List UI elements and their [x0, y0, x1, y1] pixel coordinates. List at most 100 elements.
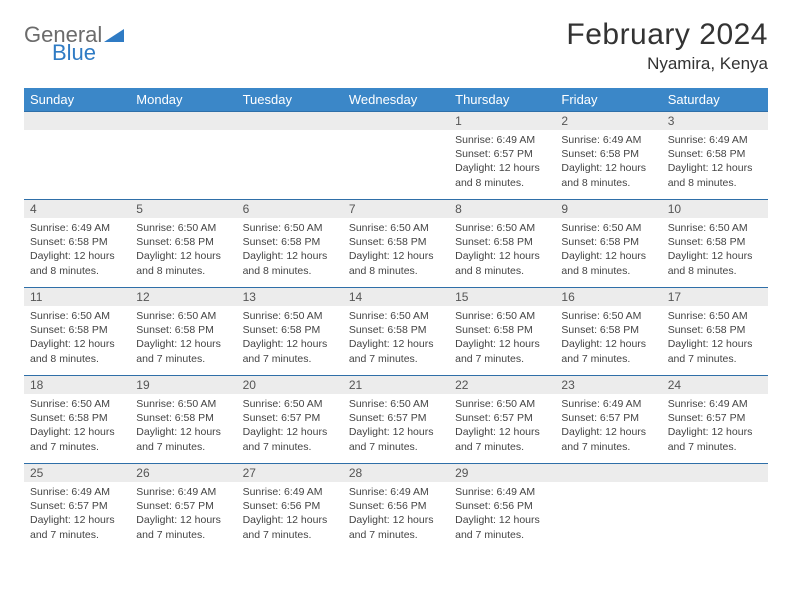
header: GeneralBlue February 2024 Nyamira, Kenya	[24, 18, 768, 74]
day-number: 10	[662, 200, 768, 218]
day-details: Sunrise: 6:49 AMSunset: 6:57 PMDaylight:…	[130, 482, 236, 546]
calendar-week-row: 25Sunrise: 6:49 AMSunset: 6:57 PMDayligh…	[24, 464, 768, 552]
calendar-table: SundayMondayTuesdayWednesdayThursdayFrid…	[24, 88, 768, 552]
day-details: Sunrise: 6:50 AMSunset: 6:58 PMDaylight:…	[24, 306, 130, 370]
day-number	[662, 464, 768, 482]
day-details: Sunrise: 6:49 AMSunset: 6:57 PMDaylight:…	[662, 394, 768, 458]
day-number: 6	[237, 200, 343, 218]
calendar-cell: 4Sunrise: 6:49 AMSunset: 6:58 PMDaylight…	[24, 200, 130, 288]
calendar-week-row: 11Sunrise: 6:50 AMSunset: 6:58 PMDayligh…	[24, 288, 768, 376]
calendar-cell: 19Sunrise: 6:50 AMSunset: 6:58 PMDayligh…	[130, 376, 236, 464]
day-details: Sunrise: 6:50 AMSunset: 6:58 PMDaylight:…	[662, 306, 768, 370]
day-details: Sunrise: 6:49 AMSunset: 6:56 PMDaylight:…	[237, 482, 343, 546]
day-details: Sunrise: 6:49 AMSunset: 6:58 PMDaylight:…	[662, 130, 768, 194]
calendar-cell: 6Sunrise: 6:50 AMSunset: 6:58 PMDaylight…	[237, 200, 343, 288]
day-number	[237, 112, 343, 130]
calendar-cell: 8Sunrise: 6:50 AMSunset: 6:58 PMDaylight…	[449, 200, 555, 288]
day-number: 5	[130, 200, 236, 218]
day-details: Sunrise: 6:50 AMSunset: 6:58 PMDaylight:…	[130, 218, 236, 282]
calendar-cell	[130, 112, 236, 200]
weekday-header: Sunday	[24, 88, 130, 112]
day-number	[130, 112, 236, 130]
weekday-header: Monday	[130, 88, 236, 112]
day-number: 14	[343, 288, 449, 306]
calendar-cell: 29Sunrise: 6:49 AMSunset: 6:56 PMDayligh…	[449, 464, 555, 552]
calendar-cell: 7Sunrise: 6:50 AMSunset: 6:58 PMDaylight…	[343, 200, 449, 288]
day-number: 11	[24, 288, 130, 306]
day-details: Sunrise: 6:50 AMSunset: 6:58 PMDaylight:…	[130, 306, 236, 370]
day-details: Sunrise: 6:50 AMSunset: 6:58 PMDaylight:…	[237, 218, 343, 282]
day-details: Sunrise: 6:50 AMSunset: 6:57 PMDaylight:…	[237, 394, 343, 458]
calendar-cell: 9Sunrise: 6:50 AMSunset: 6:58 PMDaylight…	[555, 200, 661, 288]
day-details: Sunrise: 6:50 AMSunset: 6:58 PMDaylight:…	[130, 394, 236, 458]
day-details: Sunrise: 6:50 AMSunset: 6:58 PMDaylight:…	[237, 306, 343, 370]
calendar-cell: 17Sunrise: 6:50 AMSunset: 6:58 PMDayligh…	[662, 288, 768, 376]
weekday-header: Saturday	[662, 88, 768, 112]
day-details: Sunrise: 6:50 AMSunset: 6:58 PMDaylight:…	[555, 306, 661, 370]
weekday-header: Wednesday	[343, 88, 449, 112]
calendar-cell	[237, 112, 343, 200]
logo-text-blue: Blue	[52, 42, 124, 64]
calendar-cell: 23Sunrise: 6:49 AMSunset: 6:57 PMDayligh…	[555, 376, 661, 464]
calendar-head: SundayMondayTuesdayWednesdayThursdayFrid…	[24, 88, 768, 112]
calendar-week-row: 4Sunrise: 6:49 AMSunset: 6:58 PMDaylight…	[24, 200, 768, 288]
day-details: Sunrise: 6:50 AMSunset: 6:58 PMDaylight:…	[449, 306, 555, 370]
calendar-cell: 18Sunrise: 6:50 AMSunset: 6:58 PMDayligh…	[24, 376, 130, 464]
day-number: 28	[343, 464, 449, 482]
calendar-cell: 20Sunrise: 6:50 AMSunset: 6:57 PMDayligh…	[237, 376, 343, 464]
day-number: 24	[662, 376, 768, 394]
calendar-cell: 22Sunrise: 6:50 AMSunset: 6:57 PMDayligh…	[449, 376, 555, 464]
weekday-header: Tuesday	[237, 88, 343, 112]
day-details: Sunrise: 6:49 AMSunset: 6:57 PMDaylight:…	[449, 130, 555, 194]
calendar-cell: 24Sunrise: 6:49 AMSunset: 6:57 PMDayligh…	[662, 376, 768, 464]
calendar-cell: 1Sunrise: 6:49 AMSunset: 6:57 PMDaylight…	[449, 112, 555, 200]
day-number: 12	[130, 288, 236, 306]
calendar-cell: 12Sunrise: 6:50 AMSunset: 6:58 PMDayligh…	[130, 288, 236, 376]
day-details: Sunrise: 6:49 AMSunset: 6:57 PMDaylight:…	[555, 394, 661, 458]
location: Nyamira, Kenya	[566, 54, 768, 74]
day-number	[24, 112, 130, 130]
calendar-cell: 26Sunrise: 6:49 AMSunset: 6:57 PMDayligh…	[130, 464, 236, 552]
calendar-cell: 16Sunrise: 6:50 AMSunset: 6:58 PMDayligh…	[555, 288, 661, 376]
calendar-cell: 3Sunrise: 6:49 AMSunset: 6:58 PMDaylight…	[662, 112, 768, 200]
day-number: 23	[555, 376, 661, 394]
day-details: Sunrise: 6:49 AMSunset: 6:57 PMDaylight:…	[24, 482, 130, 546]
calendar-week-row: 18Sunrise: 6:50 AMSunset: 6:58 PMDayligh…	[24, 376, 768, 464]
calendar-cell: 28Sunrise: 6:49 AMSunset: 6:56 PMDayligh…	[343, 464, 449, 552]
calendar-cell: 15Sunrise: 6:50 AMSunset: 6:58 PMDayligh…	[449, 288, 555, 376]
day-number: 2	[555, 112, 661, 130]
day-number: 4	[24, 200, 130, 218]
weekday-header: Thursday	[449, 88, 555, 112]
day-number: 16	[555, 288, 661, 306]
title-block: February 2024 Nyamira, Kenya	[566, 18, 768, 74]
day-number: 25	[24, 464, 130, 482]
calendar-cell: 14Sunrise: 6:50 AMSunset: 6:58 PMDayligh…	[343, 288, 449, 376]
calendar-cell: 21Sunrise: 6:50 AMSunset: 6:57 PMDayligh…	[343, 376, 449, 464]
day-number: 15	[449, 288, 555, 306]
day-details: Sunrise: 6:50 AMSunset: 6:57 PMDaylight:…	[449, 394, 555, 458]
day-number: 27	[237, 464, 343, 482]
calendar-cell: 2Sunrise: 6:49 AMSunset: 6:58 PMDaylight…	[555, 112, 661, 200]
day-number: 18	[24, 376, 130, 394]
calendar-cell	[662, 464, 768, 552]
calendar-cell: 27Sunrise: 6:49 AMSunset: 6:56 PMDayligh…	[237, 464, 343, 552]
calendar-cell: 25Sunrise: 6:49 AMSunset: 6:57 PMDayligh…	[24, 464, 130, 552]
calendar-cell	[555, 464, 661, 552]
day-number: 13	[237, 288, 343, 306]
calendar-week-row: 1Sunrise: 6:49 AMSunset: 6:57 PMDaylight…	[24, 112, 768, 200]
logo: GeneralBlue	[24, 18, 124, 64]
day-details: Sunrise: 6:50 AMSunset: 6:58 PMDaylight:…	[662, 218, 768, 282]
day-details: Sunrise: 6:49 AMSunset: 6:58 PMDaylight:…	[555, 130, 661, 194]
calendar-cell: 5Sunrise: 6:50 AMSunset: 6:58 PMDaylight…	[130, 200, 236, 288]
day-number: 3	[662, 112, 768, 130]
day-details: Sunrise: 6:50 AMSunset: 6:58 PMDaylight:…	[449, 218, 555, 282]
day-details: Sunrise: 6:50 AMSunset: 6:58 PMDaylight:…	[555, 218, 661, 282]
day-number: 21	[343, 376, 449, 394]
calendar-cell: 10Sunrise: 6:50 AMSunset: 6:58 PMDayligh…	[662, 200, 768, 288]
calendar-cell: 13Sunrise: 6:50 AMSunset: 6:58 PMDayligh…	[237, 288, 343, 376]
day-number: 1	[449, 112, 555, 130]
day-number: 19	[130, 376, 236, 394]
day-details: Sunrise: 6:50 AMSunset: 6:57 PMDaylight:…	[343, 394, 449, 458]
day-details: Sunrise: 6:49 AMSunset: 6:56 PMDaylight:…	[449, 482, 555, 546]
day-number: 26	[130, 464, 236, 482]
